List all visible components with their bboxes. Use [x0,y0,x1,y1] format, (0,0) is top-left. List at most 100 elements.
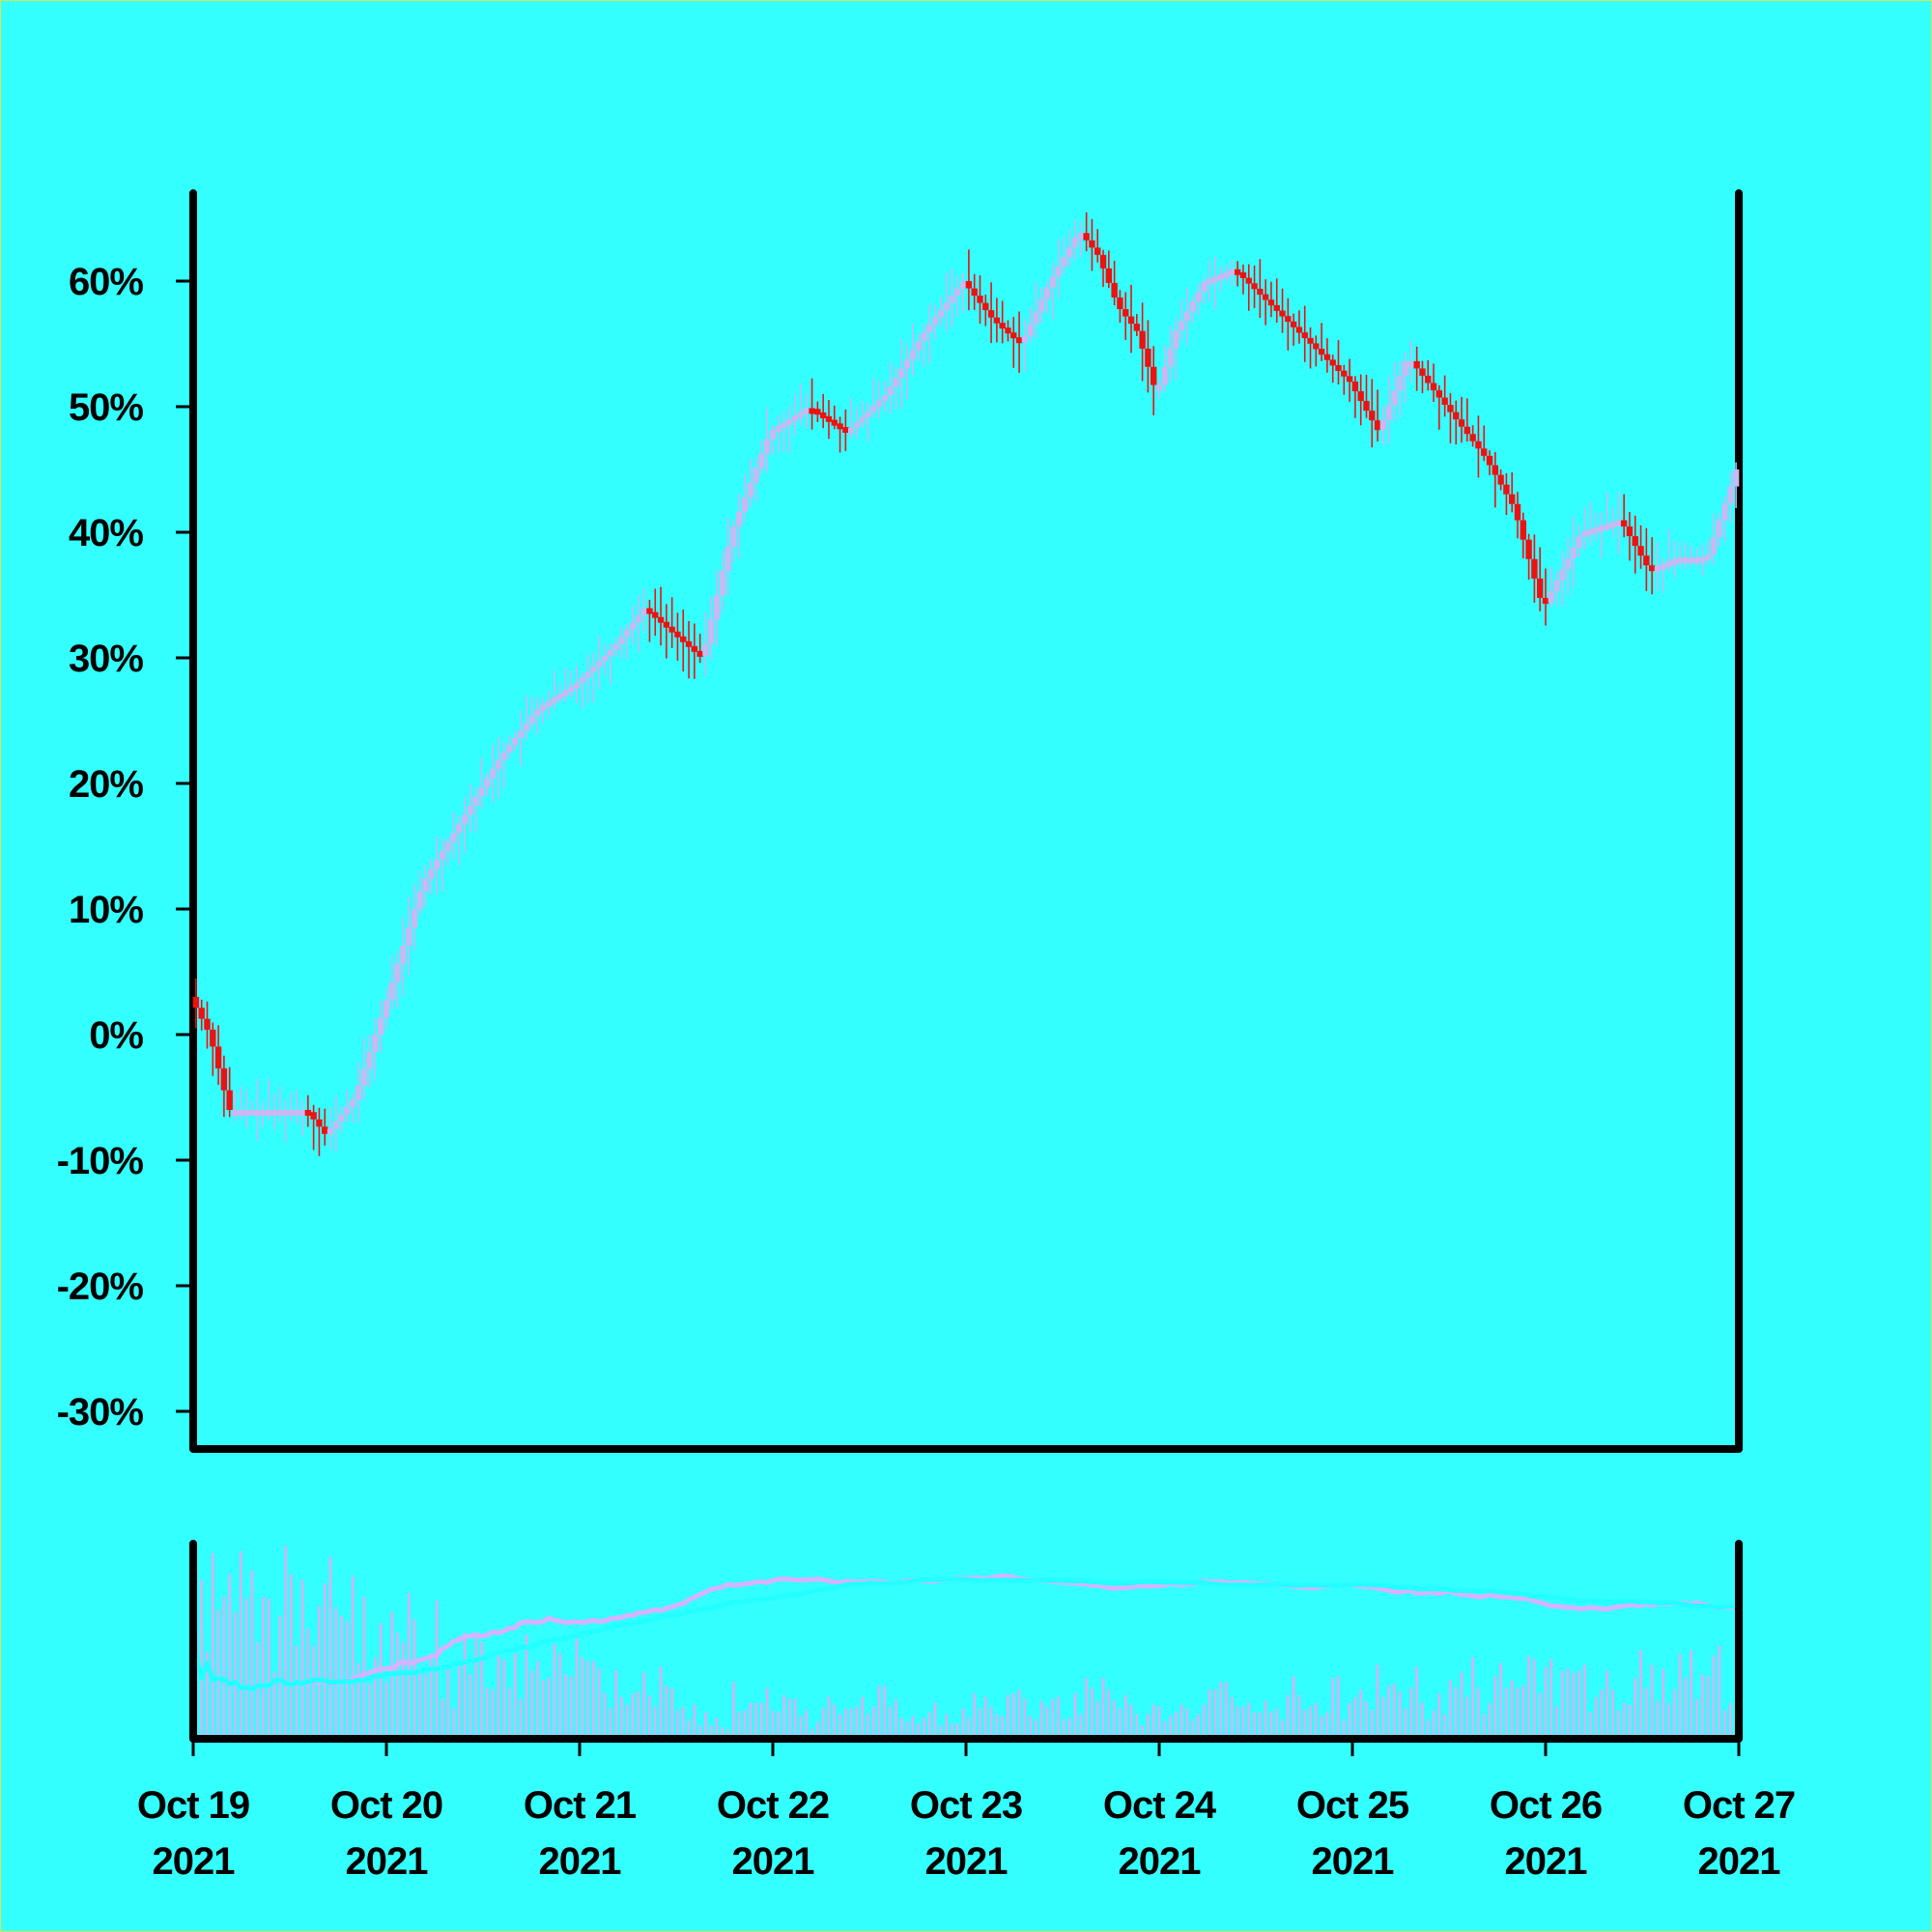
candle-up [640,608,647,616]
candle-up [298,1110,306,1116]
candle-up [573,683,581,689]
candle-down [192,997,200,1009]
candle-down [1285,316,1292,323]
volume-bar [1258,1712,1262,1735]
candle-down [1531,558,1538,579]
volume-bar [1449,1680,1452,1735]
y-tick-label: 40% [69,512,143,554]
candle-down [1105,268,1113,283]
volume-bar [1011,1692,1015,1735]
candle-down [1475,440,1482,449]
volume-bar [1656,1700,1660,1735]
volume-bar [1723,1710,1726,1735]
candle-up [1598,526,1605,532]
candle-up [1173,330,1179,349]
volume-bar [396,1633,400,1735]
volume-bar [777,1712,781,1735]
candle-down [1239,271,1247,278]
candle-up [260,1110,267,1116]
volume-bar [1051,1698,1055,1735]
volume-bar [625,1704,629,1735]
volume-bar [665,1686,668,1735]
volume-bar [474,1633,478,1735]
candle-up [556,694,563,700]
volume-bar [536,1661,539,1735]
volume-bar [513,1653,517,1735]
volume-bar [1516,1688,1520,1735]
volume-bar [384,1682,388,1735]
volume-bar [597,1668,601,1735]
volume-bar [933,1702,937,1735]
candle-down [1127,316,1135,325]
candle-down [1335,365,1342,372]
x-tick-label-day: Oct 27 [1683,1784,1795,1827]
candle-up [1206,278,1213,285]
volume-bar [211,1552,214,1735]
volume-bar [586,1661,590,1735]
volume-bar [1241,1706,1245,1735]
candle-up [1570,547,1577,559]
volume-bar [637,1690,640,1735]
volume-bar [284,1546,288,1735]
candle-up [781,422,787,429]
volume-bar [1281,1719,1284,1735]
volume-bar [1706,1676,1710,1735]
volume-bar [1616,1710,1620,1735]
volume-bar [558,1653,562,1735]
candle-up [444,841,451,852]
candle-down [657,616,665,623]
volume-bar [989,1706,993,1735]
volume-bar [1146,1714,1150,1735]
candle-up [1576,536,1582,548]
volume-bar [771,1710,775,1735]
volume-bar [609,1708,612,1735]
volume-bar [1247,1702,1251,1735]
candle-up [534,708,541,717]
candle-up [875,400,883,407]
candle-down [1369,411,1376,421]
candle-down [1290,321,1297,327]
volume-bar [379,1623,383,1735]
candle-down [1323,354,1331,360]
volume-bar [1594,1696,1598,1735]
candle-down [1453,412,1460,420]
volume-bar [300,1579,304,1735]
x-tick-label-year: 2021 [539,1840,622,1883]
volume-bar [1662,1668,1665,1735]
volume-bar [895,1698,897,1735]
candle-up [1229,269,1236,275]
volume-bar [810,1729,814,1735]
volume-bar [553,1643,556,1735]
candle-up [1391,390,1398,406]
volume-bar [244,1598,248,1735]
candle-up [887,386,894,396]
candle-up [590,667,597,673]
volume-bar [525,1634,528,1735]
candle-down [674,631,681,638]
volume-bar [855,1706,859,1735]
volume-bar [1163,1721,1167,1735]
candle-down [1089,240,1095,248]
candle-up [797,412,805,418]
candle-down [1251,283,1258,290]
candle-down [304,1110,312,1116]
candle-up [1211,276,1219,283]
y-tick-label: 60% [69,261,143,303]
candle-down [1463,426,1471,435]
volume-bar [923,1718,925,1735]
candle-down [825,415,833,422]
candle-up [1553,580,1560,592]
volume-bar [1208,1689,1211,1735]
volume-bar [1057,1696,1061,1735]
y-tick-label: 50% [69,386,143,429]
candle-up [1604,524,1610,530]
candle-up [708,619,715,644]
candle-up [450,833,457,842]
volume-bar [1465,1696,1469,1735]
y-axis-tick-labels: 60% 50% 40% 30% 20% 10% 0% -10% -20% -30% [57,261,145,1434]
volume-bar [715,1718,719,1735]
volume-bar [731,1682,735,1735]
volume-bars [194,1546,1738,1735]
volume-bar [1141,1725,1145,1735]
volume-bar [1370,1710,1374,1735]
